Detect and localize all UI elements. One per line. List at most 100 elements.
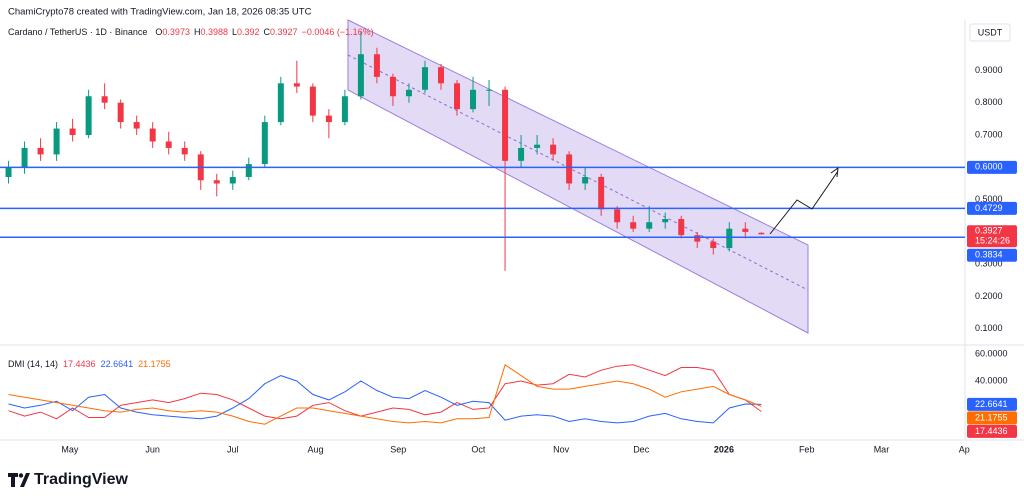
ohlc-value: 0.3988: [200, 27, 228, 37]
candle-body: [309, 86, 316, 116]
candle-body: [566, 154, 573, 184]
candle-body: [133, 122, 140, 129]
y-tick-label: 0.9000: [975, 65, 1003, 75]
x-tick-label: Sep: [390, 444, 406, 454]
candle-body: [101, 96, 108, 103]
y-tick-label: 0.3000: [975, 259, 1003, 269]
x-tick-label: Oct: [471, 444, 486, 454]
dmi-legend-value: 22.6641: [101, 359, 134, 369]
header: ChamiCrypto78 created with TradingView.c…: [8, 7, 312, 18]
countdown: 15:24:26: [975, 236, 1010, 246]
change: −0.0046 (−1.16%): [302, 27, 374, 37]
candle-body: [614, 209, 621, 223]
candle-body: [662, 219, 669, 223]
dmi-tick-label: 40.0000: [975, 375, 1008, 385]
x-tick-label: Ap: [959, 444, 970, 454]
dmi-tag: [967, 424, 1017, 438]
candle-body: [149, 128, 156, 142]
y-tick-label: 0.5000: [975, 194, 1003, 204]
arrow-head: [830, 166, 839, 178]
level-label: 0.4729: [975, 203, 1003, 213]
x-tick-label: Mar: [874, 444, 890, 454]
candle-body: [758, 232, 765, 235]
x-tick-label: May: [61, 444, 79, 454]
last-price: 0.3927: [975, 226, 1003, 236]
projection-arrow: [769, 170, 839, 235]
dmi-tick-label: 60.0000: [975, 348, 1008, 358]
y-tick-label: 0.8000: [975, 97, 1003, 107]
dmi-legend: DMI (14, 14) 17.4436 22.6641 21.1755: [8, 359, 171, 369]
candle-body: [5, 167, 12, 178]
candle-body: [470, 89, 477, 110]
dmi-line: [8, 375, 762, 424]
candle-body: [357, 54, 364, 97]
candle-body: [405, 89, 412, 97]
candle-body: [582, 177, 589, 184]
ohlc-label: C: [264, 27, 271, 37]
candle-body: [534, 144, 541, 148]
ohlc-value: 0.3927: [270, 27, 298, 37]
x-tick-label: Jul: [227, 444, 239, 454]
x-tick-label: Dec: [633, 444, 650, 454]
candle-body: [486, 89, 493, 91]
candle-body: [341, 96, 348, 123]
ohlc-value: 0.392: [237, 27, 260, 37]
candle-body: [165, 141, 172, 148]
price-unit: USDT: [978, 27, 1003, 37]
candle-body: [373, 54, 380, 77]
x-tick-label: Jun: [145, 444, 160, 454]
candle-body: [229, 177, 236, 184]
candle-body: [293, 83, 300, 87]
dmi-legend-value: 17.4436: [63, 359, 96, 369]
top-layer: May Jun Jul Aug Sep Oct Nov Dec 2026 Feb Mar Ap 0.90…: [8, 27, 1017, 454]
candle-body: [21, 147, 28, 168]
candle-body: [694, 235, 701, 242]
brand-logo: [8, 473, 30, 487]
price-layer: [0, 31, 965, 425]
level-tag: [967, 160, 1017, 174]
level-label: 0.6000: [975, 162, 1003, 172]
x-tick-label: Nov: [553, 444, 570, 454]
dmi-tag-label: 21.1755: [975, 412, 1008, 422]
y-tick-label: 0.2000: [975, 291, 1003, 301]
price-legend: Cardano / TetherUS · 1D · Binance O0.3973…: [8, 27, 374, 37]
y-tick-label: 0.1000: [975, 323, 1003, 333]
candle-body: [550, 144, 557, 155]
x-tick-label: Feb: [799, 444, 815, 454]
dmi-tag: [967, 397, 1017, 411]
candle-body: [245, 164, 252, 178]
candle-body: [502, 89, 509, 161]
candle-body: [181, 147, 188, 155]
candle-body: [518, 147, 525, 161]
dmi-tag-label: 22.6641: [975, 399, 1008, 409]
dmi-line: [8, 364, 762, 425]
level-tag: [967, 248, 1017, 262]
candle-body: [37, 147, 44, 155]
candle-body: [277, 83, 284, 123]
dmi-legend-value: 21.1755: [138, 359, 171, 369]
candle-body: [85, 96, 92, 136]
candle-body: [213, 180, 220, 184]
y-tick-label: 0.7000: [975, 129, 1003, 139]
candle-body: [726, 228, 733, 249]
symbol-title: Cardano / TetherUS · 1D · Binance: [8, 27, 147, 37]
x-tick-label: 2026: [714, 444, 734, 454]
dmi-tag: [967, 411, 1017, 425]
level-tag: [967, 201, 1017, 215]
ohlc-label: L: [232, 27, 237, 37]
brand-logo-dot: [18, 473, 24, 478]
candle-body: [437, 67, 444, 84]
ohlc-value: 0.3973: [162, 27, 190, 37]
level-label: 0.3834: [975, 250, 1003, 260]
candle-body: [53, 128, 60, 155]
unit-box: [969, 23, 1011, 42]
dmi-tag-label: 17.4436: [975, 426, 1008, 436]
candle-body: [646, 222, 653, 229]
candle-body: [630, 222, 637, 229]
dmi-title: DMI (14, 14): [8, 359, 58, 369]
x-tick-label: Aug: [308, 444, 324, 454]
ohlc-label: O: [155, 27, 162, 37]
candle-body: [117, 102, 124, 123]
